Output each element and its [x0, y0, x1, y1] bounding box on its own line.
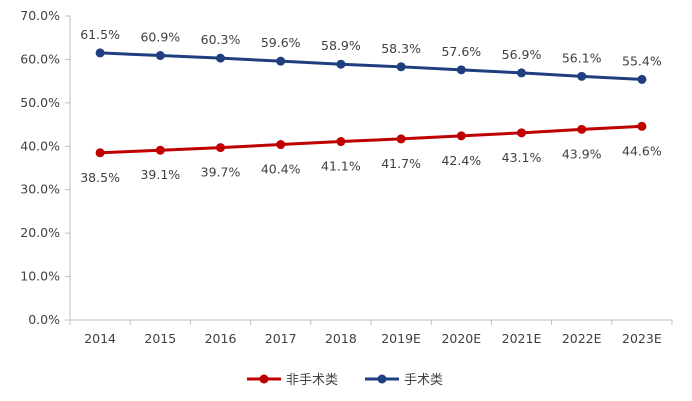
- chart-series: [95, 48, 647, 158]
- data-label: 41.1%: [321, 159, 361, 174]
- data-point: [276, 140, 286, 150]
- data-point: [396, 134, 406, 144]
- data-point: [577, 71, 587, 81]
- data-point: [336, 59, 346, 69]
- x-tick-label: 2014: [84, 331, 116, 346]
- legend-item: 手术类: [365, 373, 443, 388]
- data-point: [456, 131, 466, 141]
- data-label: 41.7%: [381, 156, 421, 171]
- data-label: 56.1%: [562, 50, 602, 65]
- data-point: [216, 53, 225, 63]
- data-point: [637, 121, 647, 131]
- y-tick-label: 20.0%: [20, 225, 60, 240]
- data-point: [95, 48, 105, 58]
- data-point: [577, 124, 587, 134]
- x-tick-label: 2019E: [381, 331, 421, 346]
- data-label: 39.1%: [140, 167, 180, 182]
- legend-swatch-marker: [259, 374, 269, 384]
- y-tick-label: 40.0%: [20, 138, 60, 153]
- legend-item: 非手术类: [247, 373, 338, 388]
- x-tick-label: 2020E: [441, 331, 481, 346]
- y-tick-label: 30.0%: [20, 182, 60, 197]
- data-point: [396, 62, 406, 72]
- series-line: [98, 51, 644, 81]
- data-label: 56.9%: [502, 47, 542, 62]
- data-label: 58.9%: [321, 38, 361, 53]
- y-tick-label: 60.0%: [20, 51, 60, 66]
- legend-label: 非手术类: [286, 373, 338, 388]
- x-tick-label: 2023E: [622, 331, 662, 346]
- data-label: 61.5%: [80, 27, 120, 42]
- x-tick-label: 2017: [265, 331, 297, 346]
- series-line: [98, 124, 644, 155]
- data-point: [336, 137, 346, 147]
- y-tick-label: 0.0%: [28, 312, 60, 327]
- data-label: 57.6%: [441, 44, 481, 59]
- data-label: 44.6%: [622, 143, 662, 158]
- data-point: [276, 56, 286, 66]
- data-label: 59.6%: [261, 35, 301, 50]
- data-point: [637, 74, 647, 84]
- data-point: [456, 65, 466, 75]
- x-tick-label: 2021E: [502, 331, 542, 346]
- data-label: 55.4%: [622, 53, 662, 68]
- data-label: 43.9%: [562, 146, 602, 161]
- data-point: [155, 145, 165, 155]
- y-tick-label: 50.0%: [20, 95, 60, 110]
- chart-data-labels: 38.5% 39.1% 39.7% 40.4% 41.1% 41.7% 42.4% 43.1%…: [80, 27, 662, 185]
- x-tick-label: 2018: [325, 331, 357, 346]
- data-label: 60.9%: [140, 30, 180, 45]
- data-point: [517, 68, 526, 78]
- y-tick-label: 10.0%: [20, 269, 60, 284]
- legend-swatch-marker: [377, 374, 387, 384]
- x-tick-label: 2016: [205, 331, 237, 346]
- data-point: [216, 143, 225, 153]
- data-label: 60.3%: [201, 32, 241, 47]
- data-label: 58.3%: [381, 41, 421, 56]
- legend-label: 手术类: [404, 373, 443, 388]
- data-point: [517, 128, 526, 138]
- data-label: 42.4%: [441, 153, 481, 168]
- x-tick-label: 2015: [144, 331, 176, 346]
- x-tick-label: 2022E: [562, 331, 602, 346]
- chart-axes: 0.0% 10.0% 20.0% 30.0% 40.0% 50.0% 60.0% 70.0% 2…: [20, 8, 673, 346]
- data-point: [95, 148, 105, 158]
- data-label: 43.1%: [502, 150, 542, 165]
- data-label: 40.4%: [261, 162, 301, 177]
- data-point: [155, 51, 165, 61]
- y-tick-label: 70.0%: [20, 8, 60, 23]
- chart-legend: 非手术类 手术类: [247, 373, 443, 388]
- data-label: 39.7%: [201, 165, 241, 180]
- data-label: 38.5%: [80, 170, 120, 185]
